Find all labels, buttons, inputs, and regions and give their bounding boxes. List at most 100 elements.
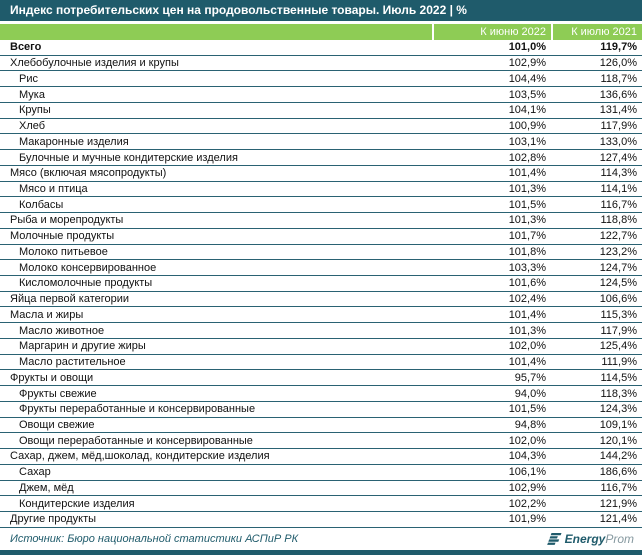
energyprom-logo: EnergyProm — [546, 532, 634, 546]
row-label: Овощи свежие — [19, 418, 95, 431]
row-value-to-july-2021: 116,7% — [600, 198, 638, 211]
column-header-spacer — [0, 24, 432, 40]
row-value-to-july-2021: 121,4% — [599, 513, 637, 526]
table-row: Яйца первой категории 102,4% 106,6% — [0, 292, 642, 308]
table-row: Овощи переработанные и консервированные 1… — [0, 433, 642, 450]
column-header-to-july-2021: К июлю 2021 — [553, 24, 642, 40]
row-value-to-june-2022: 101,4% — [508, 308, 546, 321]
row-value-to-june-2022: 104,3% — [508, 450, 546, 463]
table-row: Сахар, джем, мёд,шоколад, кондитерские и… — [0, 449, 642, 465]
table-row: Маргарин и другие жиры 102,0% 125,4% — [0, 339, 642, 355]
table-row: Фрукты переработанные и консервированные… — [0, 402, 642, 418]
row-value-to-july-2021: 114,1% — [600, 182, 638, 195]
row-value-to-july-2021: 109,1% — [599, 418, 637, 431]
column-header-row: К июню 2022 К июлю 2021 — [0, 24, 642, 40]
row-value-to-july-2021: 123,2% — [599, 245, 637, 258]
row-value-to-june-2022: 104,1% — [508, 104, 546, 117]
row-label: Мясо и птица — [19, 182, 88, 195]
table-row: Мука 103,5% 136,6% — [0, 87, 642, 103]
row-label: Хлеб — [19, 120, 46, 133]
row-label: Колбасы — [19, 198, 64, 211]
row-label: Молоко питьевое — [19, 245, 108, 258]
row-label: Кисломолочные продукты — [19, 277, 153, 290]
row-value-to-june-2022: 101,3% — [508, 214, 546, 227]
energyprom-logo-text: EnergyProm — [565, 532, 634, 546]
table-row: Другие продукты 101,9% 121,4% — [0, 512, 642, 528]
row-value-to-july-2021: 114,5% — [600, 371, 638, 384]
row-value-to-june-2022: 101,5% — [508, 403, 546, 416]
title-gap — [0, 21, 642, 24]
footer: Источник: Бюро национальной статистики А… — [0, 528, 642, 550]
row-value-to-june-2022: 101,4% — [508, 356, 546, 369]
row-value-to-july-2021: 144,2% — [599, 450, 637, 463]
row-label: Маргарин и другие жиры — [19, 340, 146, 353]
row-label: Фрукты и овощи — [10, 371, 94, 384]
row-label: Масло животное — [19, 324, 105, 337]
row-value-to-june-2022: 101,7% — [508, 230, 546, 243]
row-value-to-june-2022: 102,0% — [508, 434, 546, 447]
row-label: Всего — [10, 41, 42, 54]
row-value-to-june-2022: 94,0% — [514, 387, 546, 400]
row-label: Рис — [19, 72, 38, 85]
row-value-to-june-2022: 95,7% — [514, 371, 546, 384]
row-label: Мясо (включая мясопродукты) — [10, 167, 167, 180]
row-value-to-july-2021: 124,5% — [599, 277, 637, 290]
page-title: Индекс потребительских цен на продовольс… — [10, 3, 467, 17]
row-label: Крупы — [19, 104, 51, 117]
table-row: Овощи свежие 94,8% 109,1% — [0, 418, 642, 434]
row-value-to-june-2022: 103,5% — [508, 88, 546, 101]
row-label: Молочные продукты — [10, 230, 115, 243]
logo-text-prom: Prom — [605, 532, 634, 546]
table-row: Кондитерские изделия 102,2% 121,9% — [0, 496, 642, 513]
row-label: Рыба и морепродукты — [10, 214, 124, 227]
row-label: Овощи переработанные и консервированные — [19, 434, 253, 447]
row-label: Сахар, джем, мёд,шоколад, кондитерские и… — [10, 450, 270, 463]
row-value-to-july-2021: 120,1% — [599, 434, 637, 447]
row-value-to-june-2022: 103,1% — [508, 135, 546, 148]
table-row: Масло растительное 101,4% 111,9% — [0, 355, 642, 371]
row-value-to-june-2022: 101,6% — [508, 277, 546, 290]
row-value-to-july-2021: 116,7% — [600, 481, 638, 494]
table-body: Всего 101,0% 119,7% Хлебобулочные изделия и… — [0, 40, 642, 528]
row-value-to-july-2021: 125,4% — [599, 340, 637, 353]
row-value-to-june-2022: 106,1% — [508, 466, 546, 479]
row-label: Масла и жиры — [10, 308, 84, 321]
row-label: Макаронные изделия — [19, 135, 129, 148]
row-label: Фрукты переработанные и консервированные — [19, 403, 256, 416]
row-label: Другие продукты — [10, 513, 97, 526]
row-value-to-july-2021: 106,6% — [599, 293, 637, 306]
row-value-to-july-2021: 127,4% — [599, 151, 637, 164]
table-row: Хлеб 100,9% 117,9% — [0, 119, 642, 135]
row-value-to-june-2022: 103,3% — [508, 261, 546, 274]
row-label: Хлебобулочные изделия и крупы — [10, 57, 179, 70]
row-value-to-july-2021: 186,6% — [599, 466, 637, 479]
row-value-to-july-2021: 118,8% — [600, 214, 638, 227]
table-row: Кисломолочные продукты 101,6% 124,5% — [0, 276, 642, 292]
row-value-to-june-2022: 102,9% — [508, 57, 546, 70]
row-value-to-june-2022: 101,0% — [508, 41, 546, 54]
row-label: Фрукты свежие — [19, 387, 97, 400]
row-value-to-july-2021: 114,3% — [600, 167, 638, 180]
table-row: Макаронные изделия 103,1% 133,0% — [0, 134, 642, 151]
source-note: Источник: Бюро национальной статистики А… — [10, 533, 299, 545]
row-value-to-july-2021: 124,7% — [599, 261, 637, 274]
row-value-to-june-2022: 102,2% — [508, 497, 546, 510]
row-value-to-july-2021: 111,9% — [601, 356, 637, 369]
row-value-to-june-2022: 102,4% — [508, 293, 546, 306]
row-value-to-july-2021: 118,3% — [600, 387, 638, 400]
row-value-to-july-2021: 122,7% — [599, 230, 637, 243]
row-value-to-june-2022: 102,8% — [508, 151, 546, 164]
row-value-to-july-2021: 117,9% — [600, 120, 638, 133]
row-value-to-june-2022: 100,9% — [508, 120, 546, 133]
row-label: Масло растительное — [19, 356, 126, 369]
row-value-to-july-2021: 131,4% — [599, 104, 637, 117]
table-row: Рис 104,4% 118,7% — [0, 71, 642, 88]
row-value-to-june-2022: 101,5% — [508, 198, 546, 211]
table-row: Всего 101,0% 119,7% — [0, 40, 642, 56]
row-value-to-june-2022: 101,3% — [508, 182, 546, 195]
row-label: Кондитерские изделия — [19, 497, 135, 510]
row-value-to-june-2022: 101,8% — [508, 245, 546, 258]
row-label: Молоко консервированное — [19, 261, 157, 274]
row-value-to-july-2021: 119,7% — [600, 41, 637, 54]
